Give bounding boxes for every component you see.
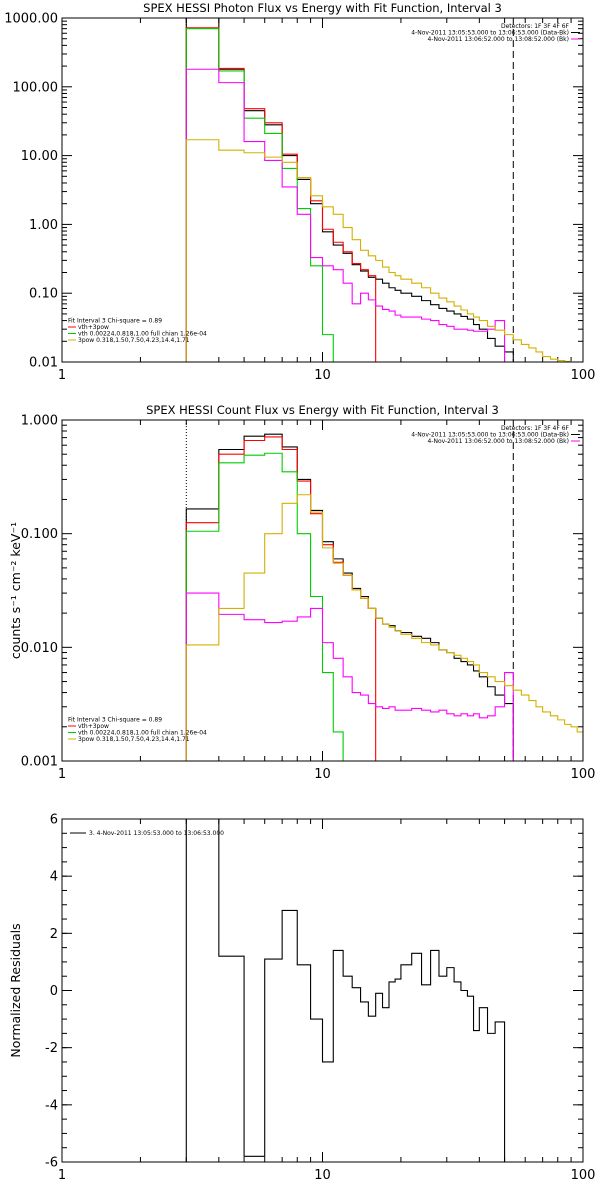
y-axis-label: Normalized Residuals	[8, 923, 23, 1057]
x-tick-label: 100	[571, 368, 596, 383]
x-tick-label: 100	[571, 767, 596, 782]
legend-tr-entry: 4-Nov-2011 13:05:53.000 to 13:06:53.000 …	[411, 432, 569, 439]
legend-tr-entry: 4-Nov-2011 13:06:52.000 to 13:08:52.000 …	[427, 36, 569, 43]
series-1-line	[185, 433, 514, 761]
y-tick-label: 0.100	[21, 527, 58, 542]
legend-bl-entry: vth 0.00224,0.818,1.00 full chian 1.26e-…	[78, 331, 207, 338]
legend-tr-entry: Detectors: 1F 3F 4F 6F	[501, 425, 570, 432]
legend-tr-entry: 4-Nov-2011 13:05:53.000 to 13:06:53.000 …	[411, 30, 569, 37]
legend-tl-entry: 3. 4-Nov-2011 13:05:53.000 to 13:06:53.0…	[89, 830, 224, 837]
y-tick-label: 2	[50, 927, 58, 942]
legend-tr-entry: Detectors: 1F 3F 4F 6F	[501, 23, 570, 30]
y-tick-label: 1000.00	[4, 12, 58, 27]
y-tick-label: 0.010	[21, 641, 58, 656]
y-tick-label: -4	[45, 1098, 58, 1113]
y-tick-label: 0.001	[21, 755, 58, 770]
panel-1: SPEX HESSI Photon Flux vs Energy with Fi…	[4, 1, 595, 383]
chart-title: SPEX HESSI Photon Flux vs Energy with Fi…	[143, 1, 502, 15]
legend-bl-entry: 3pow 0.318,1.50,7.50,4.23,14.4,1.71	[78, 736, 190, 743]
series-5-line	[185, 139, 572, 362]
plot-frame	[61, 419, 584, 762]
y-tick-label: 1.00	[29, 218, 58, 233]
series-group	[185, 433, 583, 761]
legend-tr-entry: 4-Nov-2011 13:06:52.000 to 13:08:52.000 …	[427, 438, 569, 445]
series-5-line	[185, 494, 583, 761]
series-3-line	[185, 452, 344, 761]
legend-bl-entry: vth+3pow	[78, 723, 109, 730]
plot-frame	[61, 818, 584, 1163]
y-tick-label: 0	[50, 984, 58, 999]
x-tick-label: 1	[58, 368, 66, 383]
panel-3: Normalized Residuals 1 10 100 -6 -4 -2 0 2 4 6 3. 4…	[8, 813, 595, 1184]
legend-bl-entry: vth+3pow	[78, 324, 109, 331]
legend-bl-entry: Fit Interval 3 Chi-square = 0.89	[68, 717, 162, 724]
x-tick-label: 10	[314, 368, 331, 383]
y-tick-label: 0.10	[29, 287, 58, 302]
series-2-line	[185, 27, 377, 362]
series-4-line	[185, 592, 514, 761]
chart-title: SPEX HESSI Count Flux vs Energy with Fit…	[146, 403, 499, 417]
y-tick-label: -6	[45, 1156, 58, 1171]
series-group	[185, 819, 514, 1162]
y-tick-label: 6	[50, 813, 58, 828]
x-tick-label: 10	[314, 1168, 331, 1183]
series-1-line	[185, 819, 514, 1162]
series-2-line	[185, 436, 377, 761]
y-tick-label: -2	[45, 1041, 58, 1056]
y-tick-label: 1.000	[21, 414, 58, 429]
y-axis-label: counts s⁻¹ cm⁻² keV⁻¹	[8, 522, 23, 659]
legend-bl-entry: vth 0.00224,0.818,1.00 full chian 1.26e-…	[78, 730, 207, 737]
panel-2: SPEX HESSI Count Flux vs Energy with Fit…	[8, 403, 595, 782]
legend-bl-entry: 3pow 0.318,1.50,7.50,4.23,14.4,1.71	[78, 337, 190, 344]
series-4-line	[185, 68, 506, 362]
y-tick-label: 0.01	[29, 356, 58, 371]
x-tick-label: 100	[571, 1168, 596, 1183]
y-tick-label: 10.00	[21, 149, 58, 164]
plot-frame	[61, 17, 584, 363]
x-tick-label: 10	[314, 767, 331, 782]
series-group	[185, 18, 572, 362]
y-tick-label: 4	[50, 870, 58, 885]
legend-bl-entry: Fit Interval 3 Chi-square = 0.89	[68, 318, 162, 325]
x-tick-label: 1	[58, 1168, 66, 1183]
x-tick-label: 1	[58, 767, 66, 782]
y-tick-label: 100.00	[13, 80, 59, 95]
